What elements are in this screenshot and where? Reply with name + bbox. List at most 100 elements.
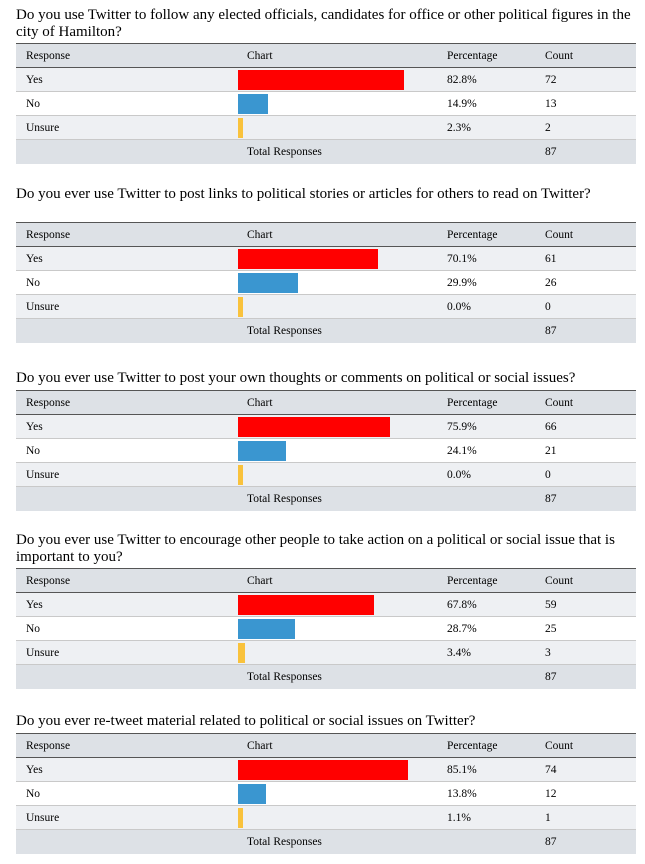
- header-count: Count: [545, 50, 574, 62]
- header-count: Count: [545, 229, 574, 241]
- bar-no: [238, 94, 268, 114]
- response-label: No: [26, 277, 41, 289]
- total-label: Total Responses: [247, 671, 322, 683]
- total-label: Total Responses: [247, 146, 322, 158]
- header-percentage: Percentage: [447, 740, 498, 752]
- table-header-row: Response Chart Percentage Count: [16, 733, 636, 758]
- percentage-value: 3.4%: [447, 647, 471, 659]
- bar-no: [238, 784, 266, 804]
- count-value: 74: [545, 764, 557, 776]
- bar-no: [238, 441, 287, 461]
- count-value: 12: [545, 788, 557, 800]
- table-row: No 29.9% 26: [16, 271, 636, 295]
- count-value: 21: [545, 445, 557, 457]
- percentage-value: 28.7%: [447, 623, 477, 635]
- header-chart: Chart: [247, 50, 273, 62]
- table-row: No 24.1% 21: [16, 439, 636, 463]
- total-row: Total Responses 87: [16, 140, 636, 164]
- count-value: 26: [545, 277, 557, 289]
- header-count: Count: [545, 740, 574, 752]
- total-label: Total Responses: [247, 836, 322, 848]
- count-value: 25: [545, 623, 557, 635]
- total-row: Total Responses 87: [16, 665, 636, 689]
- question-title: Do you ever re-tweet material related to…: [16, 713, 476, 729]
- percentage-value: 14.9%: [447, 98, 477, 110]
- header-response: Response: [26, 50, 71, 62]
- response-label: Yes: [26, 599, 43, 611]
- percentage-value: 13.8%: [447, 788, 477, 800]
- count-value: 66: [545, 421, 557, 433]
- response-label: No: [26, 788, 41, 800]
- table-header-row: Response Chart Percentage Count: [16, 390, 636, 415]
- bar-yes: [238, 249, 379, 269]
- table-row: No 13.8% 12: [16, 782, 636, 806]
- table-row: Yes 82.8% 72: [16, 68, 636, 92]
- header-chart: Chart: [247, 397, 273, 409]
- question-title: Do you ever use Twitter to encourage oth…: [16, 532, 615, 565]
- percentage-value: 82.8%: [447, 74, 477, 86]
- percentage-value: 0.0%: [447, 301, 471, 313]
- table-row: Yes 70.1% 61: [16, 247, 636, 271]
- percentage-value: 67.8%: [447, 599, 477, 611]
- bar-yes: [238, 417, 390, 437]
- percentage-value: 75.9%: [447, 421, 477, 433]
- bar-unsure: [238, 808, 243, 828]
- count-value: 0: [545, 469, 551, 481]
- total-row: Total Responses 87: [16, 319, 636, 343]
- percentage-value: 24.1%: [447, 445, 477, 457]
- table-row: Yes 67.8% 59: [16, 593, 636, 617]
- count-value: 59: [545, 599, 557, 611]
- percentage-value: 29.9%: [447, 277, 477, 289]
- percentage-value: 70.1%: [447, 253, 477, 265]
- bar-yes: [238, 70, 404, 90]
- table-row: Yes 75.9% 66: [16, 415, 636, 439]
- table-row: Unsure 1.1% 1: [16, 806, 636, 830]
- total-count: 87: [545, 146, 557, 158]
- header-percentage: Percentage: [447, 229, 498, 241]
- header-percentage: Percentage: [447, 397, 498, 409]
- table-header-row: Response Chart Percentage Count: [16, 568, 636, 593]
- total-count: 87: [545, 671, 557, 683]
- total-label: Total Responses: [247, 325, 322, 337]
- response-label: Yes: [26, 253, 43, 265]
- bar-unsure: [238, 297, 243, 317]
- header-count: Count: [545, 397, 574, 409]
- question-title: Do you ever use Twitter to post links to…: [16, 186, 591, 202]
- bar-yes: [238, 595, 374, 615]
- header-chart: Chart: [247, 740, 273, 752]
- response-label: No: [26, 98, 41, 110]
- question-title: Do you use Twitter to follow any elected…: [16, 7, 631, 40]
- count-value: 1: [545, 812, 551, 824]
- response-label: Unsure: [26, 812, 60, 824]
- bar-unsure: [238, 465, 243, 485]
- table-row: No 28.7% 25: [16, 617, 636, 641]
- header-response: Response: [26, 575, 71, 587]
- header-response: Response: [26, 229, 71, 241]
- total-label: Total Responses: [247, 493, 322, 505]
- table-header-row: Response Chart Percentage Count: [16, 43, 636, 68]
- count-value: 13: [545, 98, 557, 110]
- header-percentage: Percentage: [447, 50, 498, 62]
- response-label: Unsure: [26, 469, 60, 481]
- percentage-value: 85.1%: [447, 764, 477, 776]
- header-chart: Chart: [247, 575, 273, 587]
- percentage-value: 1.1%: [447, 812, 471, 824]
- table-row: No 14.9% 13: [16, 92, 636, 116]
- header-response: Response: [26, 397, 71, 409]
- response-label: Yes: [26, 421, 43, 433]
- percentage-value: 2.3%: [447, 122, 471, 134]
- response-label: No: [26, 623, 41, 635]
- count-value: 3: [545, 647, 551, 659]
- count-value: 2: [545, 122, 551, 134]
- bar-yes: [238, 760, 409, 780]
- response-label: Yes: [26, 764, 43, 776]
- response-label: Unsure: [26, 647, 60, 659]
- count-value: 61: [545, 253, 557, 265]
- response-label: Yes: [26, 74, 43, 86]
- total-count: 87: [545, 836, 557, 848]
- bar-unsure: [238, 643, 245, 663]
- count-value: 0: [545, 301, 551, 313]
- response-label: No: [26, 445, 41, 457]
- table-row: Unsure 0.0% 0: [16, 295, 636, 319]
- bar-no: [238, 273, 298, 293]
